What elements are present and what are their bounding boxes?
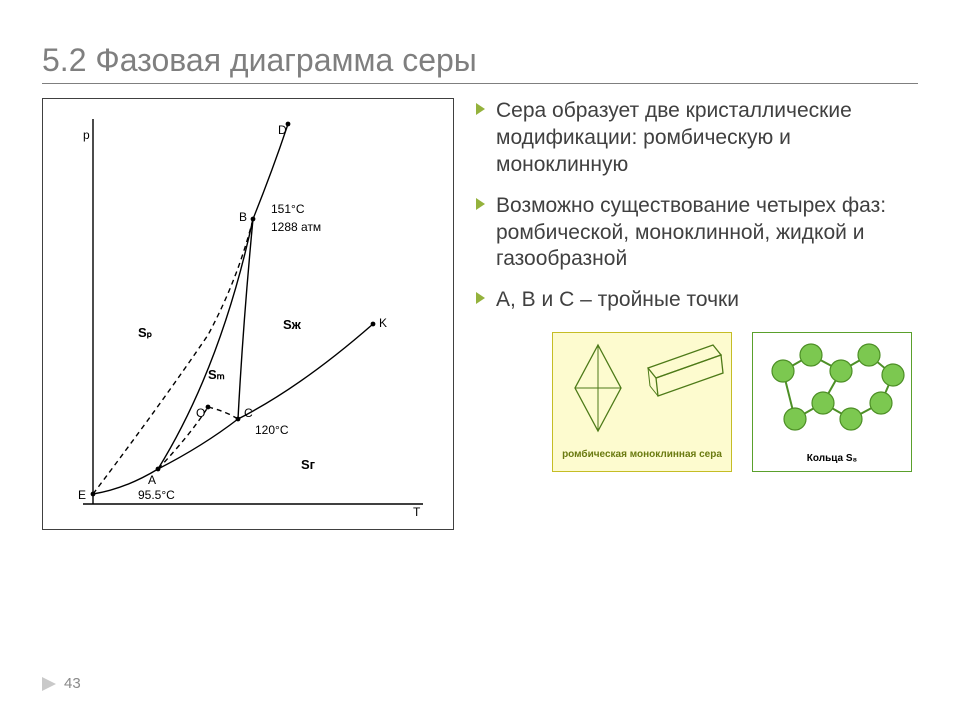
phase-diagram: p T E A95.5°C O C120°C B 151°C 1288 атм D K Sₚ Sₘ Sж S… (43, 99, 453, 529)
svg-text:O: O (196, 406, 205, 420)
svg-text:1288 атм: 1288 атм (271, 220, 321, 234)
svg-text:Sₘ: Sₘ (208, 367, 225, 382)
svg-text:B: B (239, 210, 247, 224)
title-rule (42, 83, 918, 84)
mini2-caption: Кольца S₈ (753, 451, 911, 469)
svg-text:95.5°C: 95.5°C (138, 488, 175, 502)
bullet-list: Сера образует две кристаллические модифи… (476, 98, 918, 314)
svg-text:E: E (78, 488, 86, 502)
svg-text:D: D (278, 123, 287, 137)
mini1-caption: ромбическая моноклинная сера (553, 447, 731, 465)
svg-text:Sₚ: Sₚ (138, 325, 153, 340)
svg-text:A: A (148, 473, 156, 487)
svg-text:p: p (83, 128, 90, 142)
s8-ring-card: Кольца S₈ (752, 332, 912, 472)
footer-arrow-icon (42, 677, 56, 691)
svg-text:151°C: 151°C (271, 202, 305, 216)
svg-text:K: K (379, 316, 387, 330)
bullet-item: Сера образует две кристаллические модифи… (476, 98, 918, 179)
page-title: 5.2 Фазовая диаграмма серы (42, 42, 918, 79)
allotrope-crystals-card: ромбическая моноклинная сера (552, 332, 732, 472)
page-number: 43 (64, 675, 81, 692)
bullet-item: Возможно существование четырех фаз: ромб… (476, 193, 918, 274)
svg-text:T: T (413, 505, 421, 519)
svg-text:120°C: 120°C (255, 423, 289, 437)
svg-text:Sж: Sж (283, 317, 302, 332)
svg-text:C: C (244, 406, 253, 420)
footer: 43 (42, 675, 81, 692)
bullet-item: A, B и C – тройные точки (476, 287, 918, 314)
svg-text:Sг: Sг (301, 457, 316, 472)
phase-diagram-frame: p T E A95.5°C O C120°C B 151°C 1288 атм D K Sₚ Sₘ Sж S… (42, 98, 454, 530)
